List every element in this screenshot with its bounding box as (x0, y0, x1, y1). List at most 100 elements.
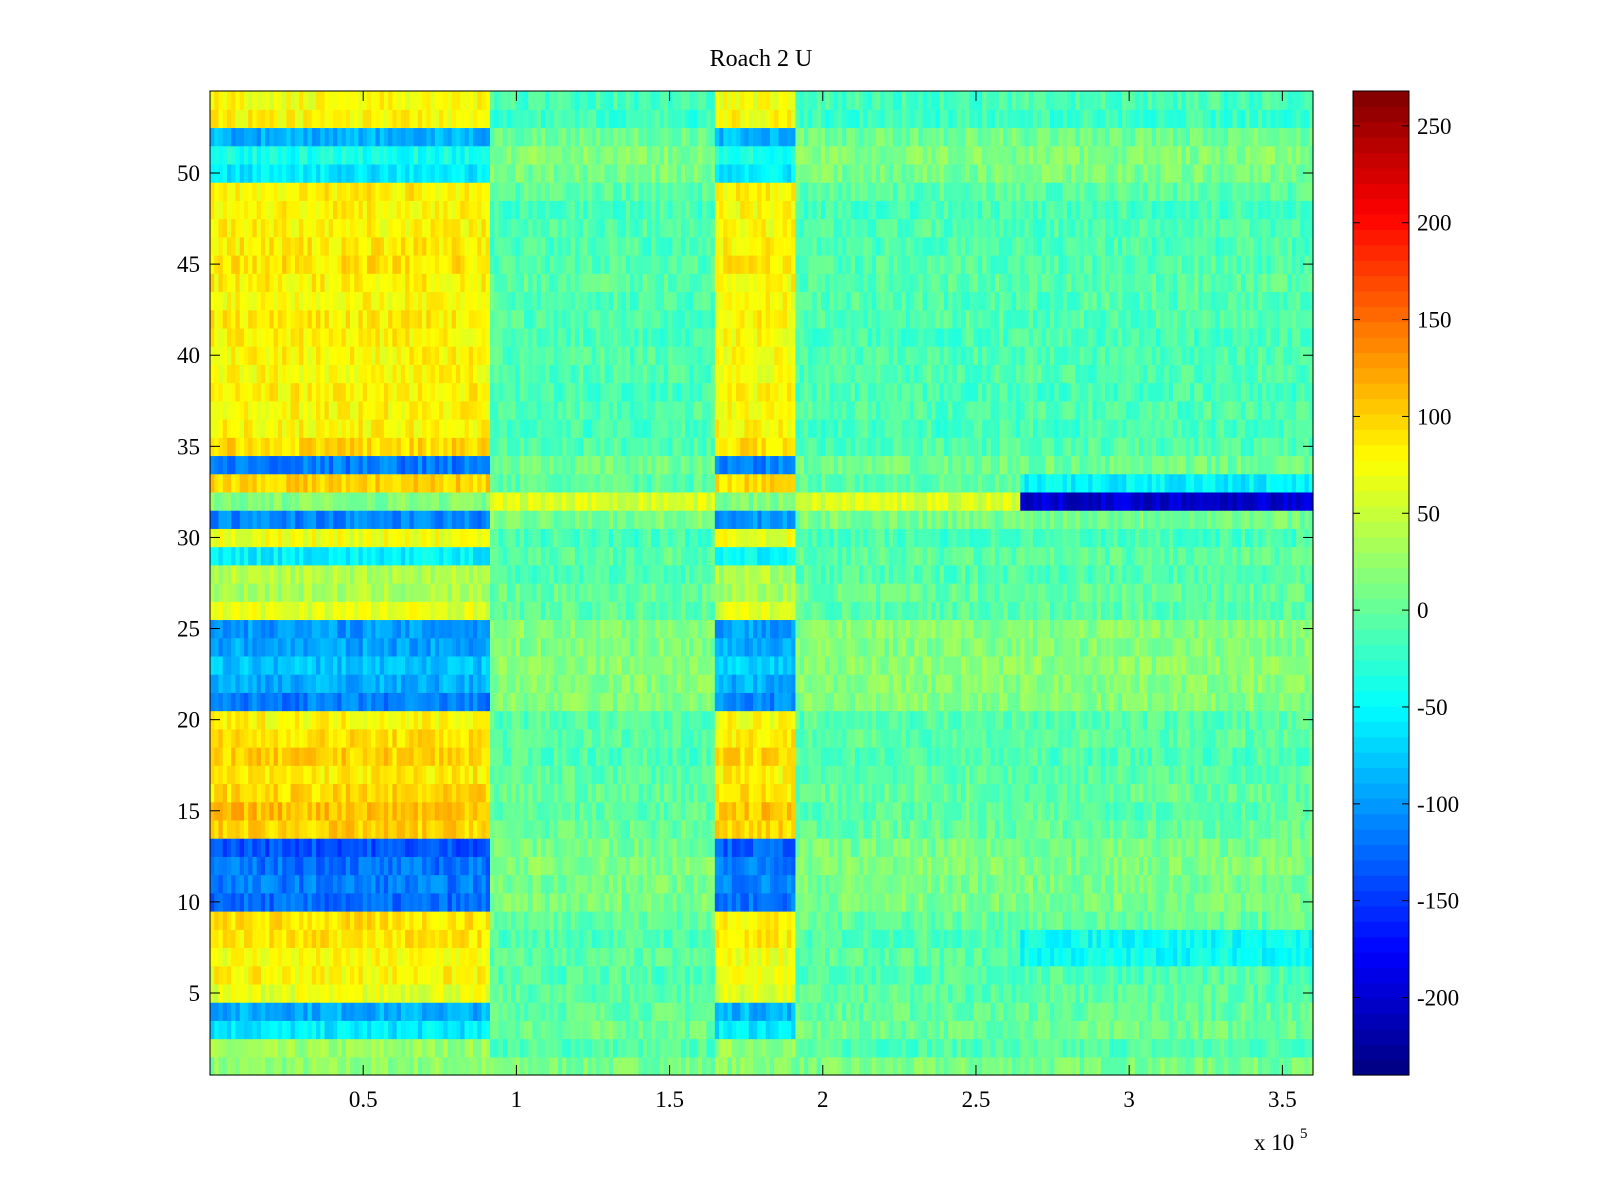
heatmap-cell (307, 911, 313, 930)
heatmap-cell (816, 1056, 822, 1076)
heatmap-cell (859, 874, 864, 894)
heatmap-cell (668, 965, 674, 985)
heatmap-cell (1075, 1038, 1081, 1058)
heatmap-cell (1139, 838, 1144, 857)
heatmap-cell (973, 801, 979, 821)
heatmap-cell (795, 856, 801, 876)
heatmap-cell (1011, 838, 1017, 857)
heatmap-cell (303, 819, 309, 839)
heatmap-cell (803, 965, 809, 985)
heatmap-cell (583, 874, 589, 894)
heatmap-cell (939, 747, 945, 766)
heatmap-cell (1007, 728, 1013, 748)
heatmap-cell (562, 783, 567, 803)
heatmap-cell (685, 911, 690, 930)
heatmap-cell (591, 892, 597, 912)
heatmap-cell (922, 838, 928, 857)
heatmap-cell (931, 1038, 937, 1058)
heatmap-cell (693, 1020, 699, 1040)
heatmap-cell (1126, 728, 1132, 748)
heatmap-cell (460, 1020, 466, 1040)
heatmap-cell (621, 728, 627, 748)
heatmap-cell (1105, 892, 1110, 912)
heatmap-cell (562, 856, 567, 876)
heatmap-cell (1245, 1056, 1250, 1076)
heatmap-cell (1117, 747, 1123, 766)
heatmap-cell (362, 765, 368, 785)
heatmap-cell (417, 838, 423, 857)
heatmap-cell (400, 856, 406, 876)
heatmap-cell (672, 983, 678, 1003)
heatmap-cell (863, 838, 869, 857)
heatmap-cell (863, 983, 869, 1003)
heatmap-cell (1058, 983, 1064, 1003)
heatmap-cell (859, 1002, 864, 1021)
heatmap-cell (723, 801, 729, 821)
heatmap-cell (260, 856, 266, 876)
heatmap-cell (210, 1002, 215, 1021)
heatmap-cell (608, 1020, 614, 1040)
heatmap-cell (604, 911, 610, 930)
heatmap-cell (574, 1056, 580, 1076)
heatmap-cell (409, 783, 415, 803)
heatmap-cell (884, 892, 890, 912)
heatmap-cell (842, 783, 847, 803)
heatmap-cell (388, 929, 394, 949)
heatmap-cell (748, 874, 754, 894)
heatmap-cell (1249, 911, 1255, 930)
heatmap-cell (489, 765, 495, 785)
heatmap-cell (876, 1002, 881, 1021)
heatmap-cell (413, 1020, 419, 1040)
heatmap-cell (859, 765, 864, 785)
heatmap-cell (931, 1020, 937, 1040)
heatmap-cell (540, 947, 546, 967)
heatmap-cell (909, 929, 915, 949)
heatmap-cell (358, 747, 364, 766)
heatmap-cell (235, 765, 241, 785)
heatmap-cell (337, 1038, 343, 1058)
heatmap-cell (265, 819, 270, 839)
heatmap-cell (1156, 801, 1161, 821)
heatmap-cell (451, 947, 457, 967)
heatmap-cell (570, 747, 576, 766)
heatmap-cell (1016, 765, 1021, 785)
heatmap-cell (1083, 1020, 1089, 1040)
heatmap-cell (816, 911, 822, 930)
heatmap-cell (634, 892, 640, 912)
heatmap-cell (413, 965, 419, 985)
heatmap-cell (672, 929, 678, 949)
heatmap-cell (621, 911, 627, 930)
heatmap-cell (1024, 874, 1030, 894)
heatmap-cell (439, 856, 444, 876)
heatmap-cell (646, 747, 652, 766)
heatmap-cell (269, 838, 275, 857)
heatmap-cell (1177, 838, 1183, 857)
heatmap-cell (672, 819, 678, 839)
heatmap-cell (753, 747, 758, 766)
heatmap-cell (1003, 1056, 1009, 1076)
heatmap-cell (422, 1002, 427, 1021)
heatmap-cell (1100, 765, 1106, 785)
heatmap-cell (1279, 965, 1284, 985)
heatmap-cell (1185, 1038, 1191, 1058)
heatmap-cell (863, 911, 869, 930)
heatmap-cell (1037, 801, 1043, 821)
heatmap-cell (358, 801, 364, 821)
heatmap-cell (337, 965, 343, 985)
heatmap-cell (485, 801, 491, 821)
heatmap-cell (511, 856, 517, 876)
heatmap-cell (239, 1038, 245, 1058)
heatmap-cell (1113, 728, 1119, 748)
heatmap-cell (799, 765, 805, 785)
heatmap-cell (905, 1002, 911, 1021)
heatmap-cell (880, 747, 886, 766)
heatmap-cell (485, 1056, 491, 1076)
heatmap-cell (948, 783, 953, 803)
heatmap-cell (481, 1002, 487, 1021)
heatmap-cell (383, 929, 389, 949)
heatmap-cell (1113, 1038, 1119, 1058)
heatmap-cell (689, 892, 695, 912)
heatmap-cell (341, 838, 347, 857)
heatmap-cell (328, 983, 334, 1003)
heatmap-cell (366, 911, 372, 930)
